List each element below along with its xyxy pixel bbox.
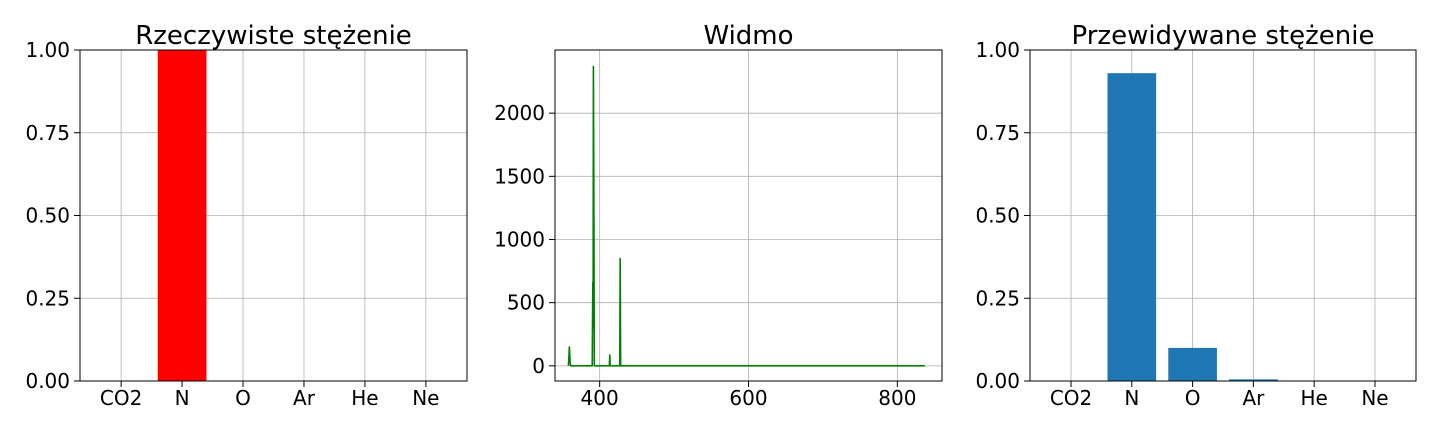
x-tick-label: He xyxy=(1301,386,1328,410)
chart-title: Rzeczywiste stężenie xyxy=(135,21,412,51)
y-tick-label: 2000 xyxy=(494,101,545,125)
x-tick-label: Ne xyxy=(1361,386,1388,410)
y-tick-label: 1.00 xyxy=(25,38,70,62)
panel-actual-concentration: 0.00 0.25 0.50 0.75 1.00 CO2 N O Ar He Ne Rzeczywi… xyxy=(25,21,468,410)
y-tick-label: 1000 xyxy=(494,228,545,252)
x-tick-label: He xyxy=(351,386,378,410)
x-tick-label: O xyxy=(1185,386,1201,410)
panel-predicted-concentration: 0.00 0.25 0.50 0.75 1.00 CO2 N O Ar He Ne Przewidy… xyxy=(975,21,1417,410)
y-tick-label: 1.00 xyxy=(975,38,1020,62)
y-tick-label: 0.25 xyxy=(975,286,1020,310)
bar-o xyxy=(1168,347,1217,381)
y-tick-label: 0.00 xyxy=(975,369,1020,393)
x-tick-label: Ar xyxy=(293,386,316,410)
chart-title: Widmo xyxy=(703,21,793,51)
y-tick-label: 0.50 xyxy=(975,204,1020,228)
x-tick-label: N xyxy=(1124,386,1139,410)
bar-n xyxy=(1107,73,1157,382)
x-tick-label: Ne xyxy=(412,386,439,410)
x-tick-label: 800 xyxy=(878,386,916,410)
y-tick-label: 0 xyxy=(532,354,545,378)
panel-spectrum: 0 500 1000 1500 2000 400 600 800 Widmo xyxy=(494,21,943,410)
x-tick-label: CO2 xyxy=(1050,386,1092,410)
spectrum-line xyxy=(567,65,925,367)
y-tick-label: 0.50 xyxy=(25,204,70,228)
x-tick-label: CO2 xyxy=(100,386,142,410)
y-tick-label: 0.75 xyxy=(975,121,1020,145)
y-tick-label: 0.75 xyxy=(25,121,70,145)
x-tick-label: N xyxy=(175,386,190,410)
y-tick-label: 0.00 xyxy=(25,369,70,393)
x-tick-label: 400 xyxy=(581,386,619,410)
x-tick-label: 600 xyxy=(729,386,767,410)
chart-title: Przewidywane stężenie xyxy=(1072,21,1375,51)
y-tick-label: 0.25 xyxy=(25,286,70,310)
bar-n xyxy=(157,50,207,381)
y-tick-label: 1500 xyxy=(494,164,545,188)
y-tick-label: 500 xyxy=(507,291,545,315)
bar-ar xyxy=(1229,379,1278,381)
x-tick-label: Ar xyxy=(1242,386,1265,410)
x-tick-label: O xyxy=(235,386,251,410)
